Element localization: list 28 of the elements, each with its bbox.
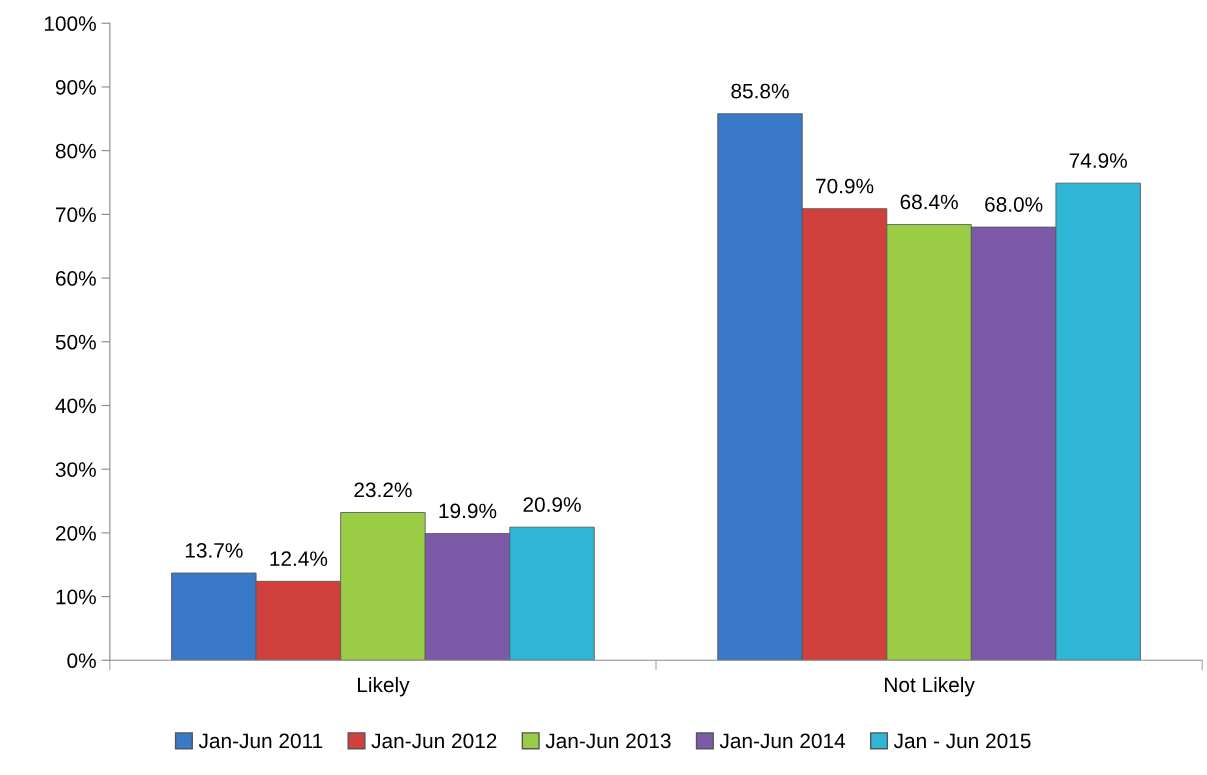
data-label: 13.7% xyxy=(185,543,243,558)
data-label: 23.2% xyxy=(354,482,412,498)
data-label: 68.0% xyxy=(985,197,1043,212)
legend-label: Jan-Jun 2011 xyxy=(198,733,323,749)
data-label: 20.9% xyxy=(523,497,581,512)
y-tick-label: 10% xyxy=(56,589,96,605)
legend-label: Jan-Jun 2014 xyxy=(719,733,846,749)
y-tick-label: 50% xyxy=(55,334,96,350)
y-tick-label: 90% xyxy=(55,79,96,95)
data-label: 12.4% xyxy=(270,551,328,566)
legend-label: Jan-Jun 2013 xyxy=(545,733,671,749)
data-label: 70.9% xyxy=(816,178,874,194)
legend-label: Jan-Jun 2012 xyxy=(371,733,497,749)
y-tick-label: 40% xyxy=(55,398,96,414)
data-label: 85.8% xyxy=(731,83,789,99)
data-label: 68.4% xyxy=(900,194,958,210)
legend-label: Jan - Jun 2015 xyxy=(893,733,1031,749)
y-tick-label: 60% xyxy=(56,271,96,286)
y-tick-label: 30% xyxy=(55,462,96,477)
y-tick-label: 20% xyxy=(55,525,96,541)
y-tick-label: 100% xyxy=(44,16,96,31)
data-label: 74.9% xyxy=(1069,153,1127,168)
y-tick-label: 80% xyxy=(55,143,96,159)
y-tick-label: 70% xyxy=(56,207,96,223)
x-tick-label: Likely xyxy=(358,676,410,697)
x-tick-label: Not Likely xyxy=(885,676,975,697)
data-label: 19.9% xyxy=(439,503,497,519)
y-tick-label: 0% xyxy=(67,653,96,669)
